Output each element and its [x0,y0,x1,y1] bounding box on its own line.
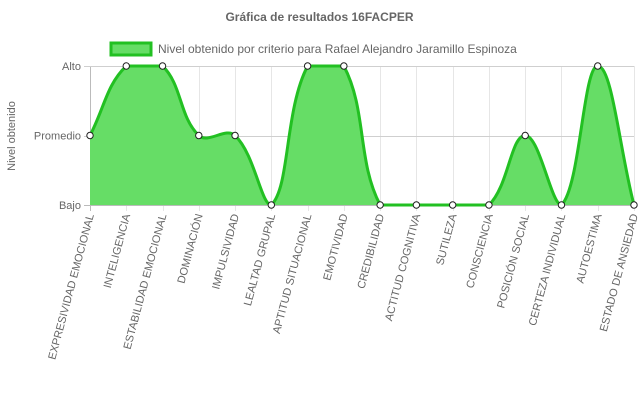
y-axis-ticks: Bajo Promedio Alto [34,61,81,212]
y-axis-label: Nivel obtenido [6,101,18,171]
x-axis-ticks: EXPRESIVIDAD EMOCIONAL INTELIGENCIAESTABI… [46,212,639,361]
y-tick-label: Promedio [34,131,81,143]
x-tick-label: LEALTAD GRUPAL [242,213,278,308]
x-tick-label: EXPRESIVIDAD EMOCIONAL [46,213,97,361]
x-tick-label: ESTABILIDAD EMOCIONAL [122,213,170,351]
data-point[interactable] [557,201,566,209]
x-tick-label: SUTILEZA [434,212,459,267]
data-point[interactable] [521,131,529,140]
chart-title: Gráfica de resultados 16FACPER [225,10,413,24]
data-point[interactable] [303,62,312,70]
x-tick-label: IMPULSIVIDAD [210,213,242,291]
data-point[interactable] [630,201,638,209]
data-points [86,62,638,209]
data-point[interactable] [195,131,203,140]
data-point[interactable] [122,62,130,70]
legend-label[interactable]: Nivel obtenido por criterio para Rafael … [158,42,517,56]
data-point[interactable] [485,201,493,209]
data-point[interactable] [376,201,384,209]
x-tick-label: APTITUD SITUACIONAL [271,213,315,335]
x-tick-label: DOMINACIÓN [175,212,206,284]
data-point[interactable] [231,131,239,140]
legend[interactable]: Nivel obtenido por criterio para Rafael … [109,41,517,57]
data-point[interactable] [86,131,94,140]
data-point[interactable] [412,201,421,209]
x-tick-label: CERTEZA INDIVIDUAL [527,213,568,328]
x-tick-label: AUTOESTIMA [575,212,605,285]
x-tick-label: ACTITUD COGNITIVA [383,212,423,322]
x-tick-label: ESTADO DE ANSIEDAD [598,213,639,333]
legend-swatch[interactable] [109,41,153,57]
x-tick-label: EMOTIVIDAD [321,213,350,282]
data-point[interactable] [267,201,276,209]
x-tick-label: POSICIÓN SOCIAL [494,212,532,309]
x-tick-label: INTELIGENCIA [102,212,134,290]
data-point[interactable] [158,62,167,70]
data-point[interactable] [448,201,457,209]
x-tick-label: CREDIBILIDAD [356,213,388,291]
y-tick-label: Bajo [59,200,81,212]
data-point[interactable] [594,62,602,70]
x-tick-label: CONSCIENCIA [464,212,496,290]
data-point[interactable] [340,62,348,70]
y-tick-label: Alto [62,61,81,73]
